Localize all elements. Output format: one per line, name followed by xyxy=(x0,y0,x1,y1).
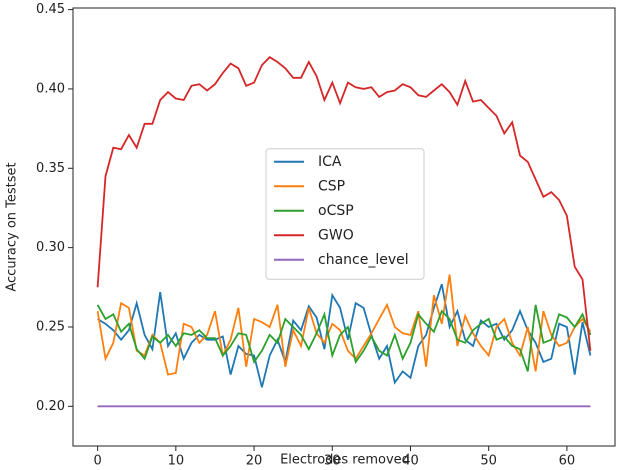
series-line xyxy=(96,274,592,376)
series-line xyxy=(96,304,592,372)
y-tick-label: 0.35 xyxy=(36,161,65,176)
x-tick-label: 60 xyxy=(559,454,576,469)
plot-frame xyxy=(72,7,616,447)
legend-label: ICA xyxy=(318,154,342,170)
x-tick-label: 50 xyxy=(480,454,497,469)
legend-label: chance_level xyxy=(318,252,409,268)
series-line xyxy=(96,56,592,351)
legend-label: oCSP xyxy=(318,203,354,219)
legend-label: CSP xyxy=(318,178,345,194)
y-axis-label: Accuracy on Testset xyxy=(5,162,20,291)
x-tick-label: 0 xyxy=(93,454,101,469)
y-tick-label: 0.20 xyxy=(36,399,65,414)
legend-label: GWO xyxy=(318,227,354,243)
x-tick-label: 40 xyxy=(402,454,419,469)
x-tick-label: 20 xyxy=(246,454,263,469)
legend-box xyxy=(265,148,425,280)
y-tick-label: 0.30 xyxy=(36,240,65,255)
x-tick-label: 30 xyxy=(324,454,341,469)
x-tick-label: 10 xyxy=(168,454,185,469)
y-tick-label: 0.40 xyxy=(36,81,65,96)
series-line xyxy=(97,283,592,388)
y-tick-label: 0.45 xyxy=(36,2,65,17)
y-tick-label: 0.25 xyxy=(36,319,65,334)
x-axis-label: Electrodes removed xyxy=(280,453,410,468)
